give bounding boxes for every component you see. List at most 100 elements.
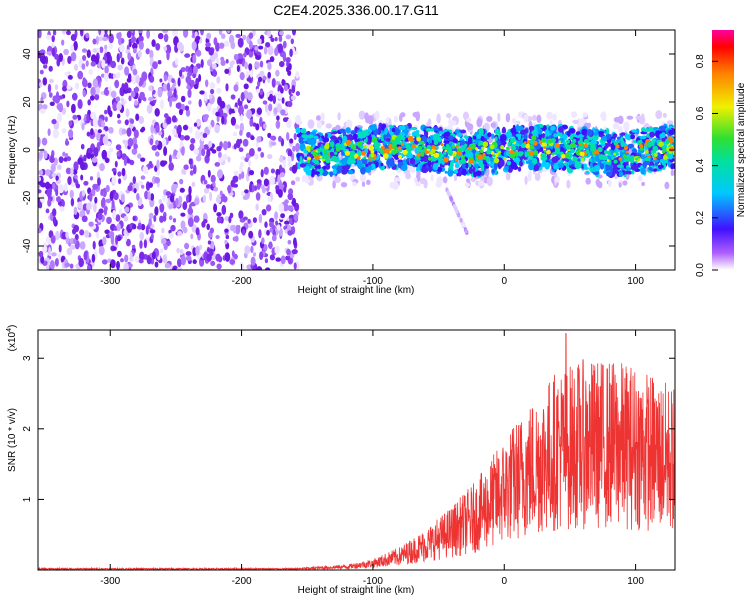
spectrogram-cell — [50, 235, 56, 244]
spectrogram-cell — [98, 245, 105, 256]
spectrogram-cell — [61, 128, 67, 134]
spectrogram-cell — [594, 149, 600, 155]
spectrogram-cell — [415, 182, 421, 187]
spectrogram-y-tick-label: 40 — [22, 48, 33, 60]
spectrogram-cell — [618, 157, 623, 161]
spectrogram-cell — [662, 112, 667, 118]
spectrogram-cell — [378, 160, 383, 169]
spectrogram-cell — [295, 71, 300, 79]
spectrogram-cell — [139, 240, 143, 249]
spectrogram-cell — [154, 108, 160, 117]
spectrogram-cell — [97, 212, 103, 221]
spectrogram-cell — [69, 263, 74, 269]
spectrogram-cell — [430, 148, 436, 154]
spectrogram-cell — [82, 89, 86, 98]
spectrogram-cell — [569, 135, 574, 140]
spectrogram-cell — [52, 216, 57, 225]
spectrogram-cell — [275, 257, 282, 262]
spectrogram-cell — [578, 143, 582, 147]
spectrogram-cell — [490, 151, 495, 155]
spectrogram-cell — [69, 189, 74, 199]
spectrogram-cell — [49, 260, 55, 270]
spectrogram-cell — [477, 180, 485, 187]
spectrogram-cell — [42, 77, 48, 86]
spectrogram-cell — [606, 142, 612, 147]
spectrogram-cell — [316, 115, 321, 121]
spectrogram-cell — [39, 81, 43, 88]
spectrogram-cell — [263, 46, 268, 55]
spectrogram-cell — [165, 44, 172, 55]
spectrogram-cell — [505, 113, 511, 123]
spectrogram-cell — [123, 156, 127, 166]
spectrogram-cell — [543, 146, 547, 149]
spectrogram-cell — [177, 77, 181, 87]
spectrogram-cell — [118, 36, 122, 46]
spectrogram-cell — [219, 100, 226, 109]
spectrogram-cell — [269, 221, 274, 228]
spectrogram-cell — [282, 203, 289, 212]
spectrogram-cell — [259, 116, 263, 127]
spectrogram-cell — [150, 124, 155, 134]
spectrogram-cell — [519, 160, 523, 167]
spectrogram-cell — [582, 112, 588, 118]
spectrogram-cell — [139, 231, 144, 241]
spectrogram-cell — [613, 170, 619, 174]
spectrogram-cell — [301, 134, 308, 139]
spectrogram-cell — [256, 266, 263, 270]
spectrogram-cell — [49, 101, 55, 107]
spectrogram-cell — [632, 148, 637, 153]
spectrogram-cell — [123, 229, 128, 236]
spectrogram-cell — [513, 156, 519, 164]
spectrogram-cell — [160, 238, 167, 245]
spectrogram-cell — [472, 166, 476, 173]
spectrogram-cell — [143, 239, 147, 249]
spectrogram-cell — [107, 55, 111, 66]
spectrogram-cell — [203, 180, 208, 185]
spectrogram-cell — [43, 150, 48, 159]
snr-frame — [37, 329, 676, 571]
spectrogram-cell — [166, 240, 171, 246]
spectrogram-cell — [81, 63, 86, 70]
spectrogram-cell — [287, 230, 293, 236]
spectrogram-cell — [517, 166, 522, 172]
spectrogram-cell — [51, 252, 57, 257]
spectrogram-cell — [207, 240, 212, 245]
spectrogram-cell — [425, 127, 432, 132]
spectrogram-cell — [288, 63, 292, 71]
spectrogram-cell — [589, 166, 594, 173]
spectrogram-cell — [182, 201, 188, 211]
spectrogram-cell — [458, 170, 462, 177]
spectrogram-cell — [295, 142, 300, 153]
spectrogram-cell — [67, 176, 72, 186]
spectrogram-cell — [138, 80, 143, 87]
spectrogram-cell — [262, 100, 268, 105]
spectrogram-cell — [148, 182, 153, 188]
spectrogram-cell — [637, 155, 641, 159]
spectrogram-cell — [207, 102, 212, 112]
spectrogram-cell — [625, 156, 632, 163]
spectrogram-cell — [207, 59, 213, 67]
spectrogram-cell — [49, 156, 55, 163]
spectrogram-cell — [233, 132, 238, 137]
spectrogram-cell — [575, 131, 581, 136]
spectrogram-cell — [79, 241, 86, 250]
spectrogram-cell — [524, 151, 528, 158]
spectrogram-cell — [287, 70, 292, 76]
spectrogram-cell — [125, 108, 130, 118]
spectrogram-cell — [549, 120, 553, 126]
spectrogram-cell — [504, 165, 509, 171]
spectrogram-cell — [400, 142, 405, 146]
spectrogram-cell — [117, 64, 124, 71]
spectrogram-cell — [96, 133, 101, 141]
spectrogram-cell — [50, 163, 56, 173]
spectrogram-cell — [436, 176, 444, 186]
spectrogram-cell — [493, 157, 500, 164]
spectrogram-cell — [631, 169, 635, 175]
spectrogram-cell — [148, 85, 153, 91]
snr-scale-suffix: ) — [7, 325, 18, 328]
spectrogram-cell — [409, 157, 416, 165]
spectrogram-cell — [151, 39, 156, 47]
snr-series-line — [37, 333, 676, 572]
spectrogram-cell — [613, 159, 618, 164]
spectrogram-cell — [133, 188, 137, 194]
